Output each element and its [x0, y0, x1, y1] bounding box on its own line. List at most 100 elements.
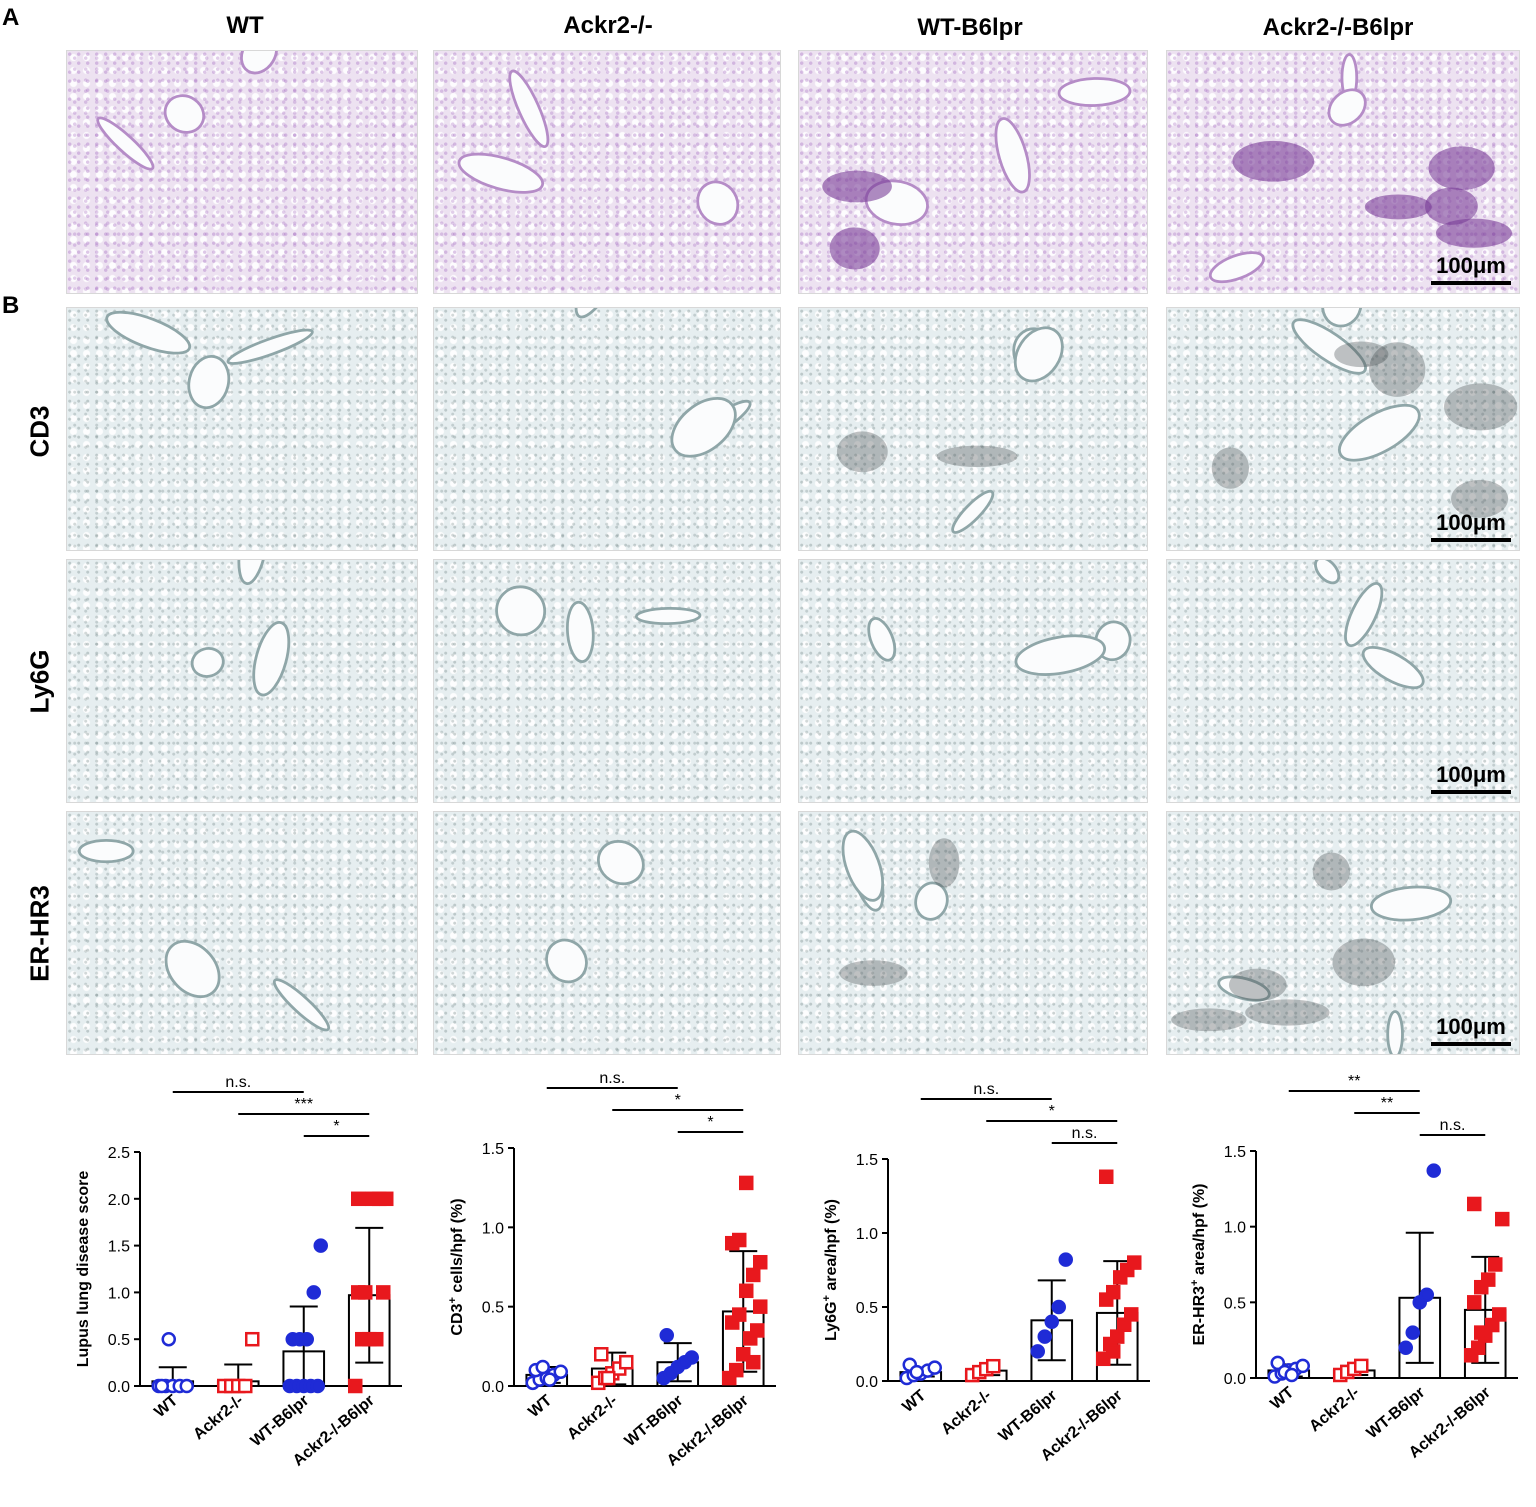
airway-lumen [105, 310, 192, 355]
y-tick-label: 0.5 [108, 1332, 130, 1349]
y-tick-label: 1.5 [1224, 1144, 1246, 1161]
row-label-cd3: CD3 [24, 405, 55, 458]
micrograph-he-ackr2-b6lpr: 100μm [1166, 50, 1520, 294]
airway-lumen [190, 647, 225, 678]
significance-label: ** [1348, 1073, 1360, 1090]
y-tick-label: 0.0 [856, 1374, 878, 1391]
micrograph-texture [822, 77, 1132, 270]
airway-lumen [96, 116, 155, 171]
data-point [927, 1360, 942, 1375]
data-point [245, 1331, 260, 1347]
data-point [1058, 1252, 1073, 1267]
micrograph-he-ackr2 [433, 50, 781, 294]
airway-lumen [994, 117, 1031, 194]
micrograph-texture [1211, 308, 1518, 518]
x-tick-label: WT [899, 1387, 929, 1416]
data-point [1030, 1344, 1045, 1359]
micrograph-ly6g-wt-b6lpr [798, 559, 1148, 803]
data-point [1106, 1344, 1121, 1359]
chart-1: 0.0 0.5 1.0 1.5 2.0 2.5 Lupus lung disease sco… [75, 1074, 402, 1470]
data-point [594, 1347, 609, 1362]
infiltrate [1232, 140, 1315, 182]
infiltrate [1228, 968, 1287, 1002]
y-axis-label: CD3+ cells/hpf (%) [447, 1198, 466, 1335]
infiltrate [928, 838, 960, 888]
airway-lumen [1321, 308, 1363, 328]
scale-bar-line [1431, 1042, 1511, 1046]
significance-label: n.s. [225, 1074, 251, 1091]
micrograph-texture [1208, 53, 1512, 284]
y-tick-label: 0.5 [482, 1300, 504, 1317]
airway-lumen [841, 829, 885, 902]
data-point [535, 1359, 550, 1375]
data-point [1354, 1358, 1369, 1374]
micrograph-texture [96, 51, 278, 171]
data-point [306, 1285, 321, 1300]
infiltrate [829, 227, 880, 270]
y-tick-label: 0.0 [1224, 1371, 1246, 1388]
x-tick-label: Ackr2-/- [938, 1387, 995, 1438]
significance-label: * [1049, 1103, 1055, 1120]
scale-bar-label: 100μm [1436, 253, 1506, 278]
data-point [753, 1299, 768, 1314]
micrograph-texture [190, 560, 291, 697]
data-point [1492, 1307, 1507, 1322]
y-tick-label: 1.0 [856, 1226, 878, 1243]
data-point [351, 1191, 366, 1207]
data-point [1419, 1287, 1434, 1303]
chart-4: 0.0 0.5 1.0 1.5 ER-HR3+ area/hpf (%) WT Ackr2-… [1189, 1073, 1518, 1462]
data-point [684, 1350, 699, 1365]
infiltrate [822, 170, 892, 203]
column-title-wt: WT [226, 12, 264, 39]
significance-label: * [333, 1118, 339, 1135]
micrograph-texture [836, 326, 1064, 534]
data-point [1405, 1325, 1420, 1340]
airway-lumen [163, 94, 206, 134]
airway-lumen [252, 621, 291, 697]
data-point [1044, 1314, 1059, 1330]
x-tick-label: Ackr2-/- [190, 1392, 247, 1443]
airway-lumen [1291, 318, 1367, 375]
column-title-wt-b6lpr: WT-B6lpr [917, 14, 1023, 41]
data-point [619, 1354, 634, 1370]
data-point [313, 1238, 328, 1253]
data-point [1471, 1340, 1486, 1355]
infiltrate [1171, 1008, 1247, 1032]
airway-lumen [1327, 88, 1367, 127]
y-tick-label: 2.0 [108, 1192, 130, 1209]
airway-lumen [237, 560, 268, 585]
significance-label: n.s. [1440, 1117, 1466, 1134]
data-point [1474, 1325, 1489, 1340]
row-label-ly6g: Ly6G [24, 649, 55, 714]
micrograph-ly6g-wt [66, 559, 418, 803]
data-point [1099, 1169, 1114, 1185]
panel-a-label: A [2, 4, 20, 31]
scale-bar-label: 100μm [1436, 510, 1506, 535]
airway-lumen [495, 585, 547, 637]
airway-lumen [1013, 326, 1064, 383]
data-point [909, 1364, 924, 1380]
infiltrate [1444, 383, 1518, 431]
y-tick-label: 0.0 [482, 1379, 504, 1396]
airway-lumen [1386, 1010, 1404, 1054]
data-point [376, 1285, 391, 1300]
data-point [659, 1327, 674, 1343]
airway-lumen [1361, 646, 1425, 690]
y-axis-label: Lupus lung disease score [75, 1171, 92, 1368]
airway-lumen [696, 180, 740, 226]
data-point [601, 1370, 616, 1386]
infiltrate [1211, 447, 1250, 489]
y-axis-label: ER-HR3+ area/hpf (%) [1189, 1183, 1208, 1345]
data-point [1481, 1272, 1496, 1287]
data-point [154, 1378, 169, 1394]
data-point [1398, 1340, 1413, 1355]
data-point [1127, 1255, 1142, 1270]
data-point [1467, 1196, 1482, 1212]
scale-bar-line [1431, 281, 1511, 285]
data-point [732, 1307, 747, 1322]
y-axis-label: Ly6G+ area/hpf (%) [821, 1199, 840, 1341]
significance-label: n.s. [599, 1070, 625, 1087]
airway-lumen [1208, 251, 1265, 284]
scale-bar-label: 100μm [1436, 762, 1506, 787]
x-tick-label: WT-B6lpr [1364, 1384, 1429, 1442]
